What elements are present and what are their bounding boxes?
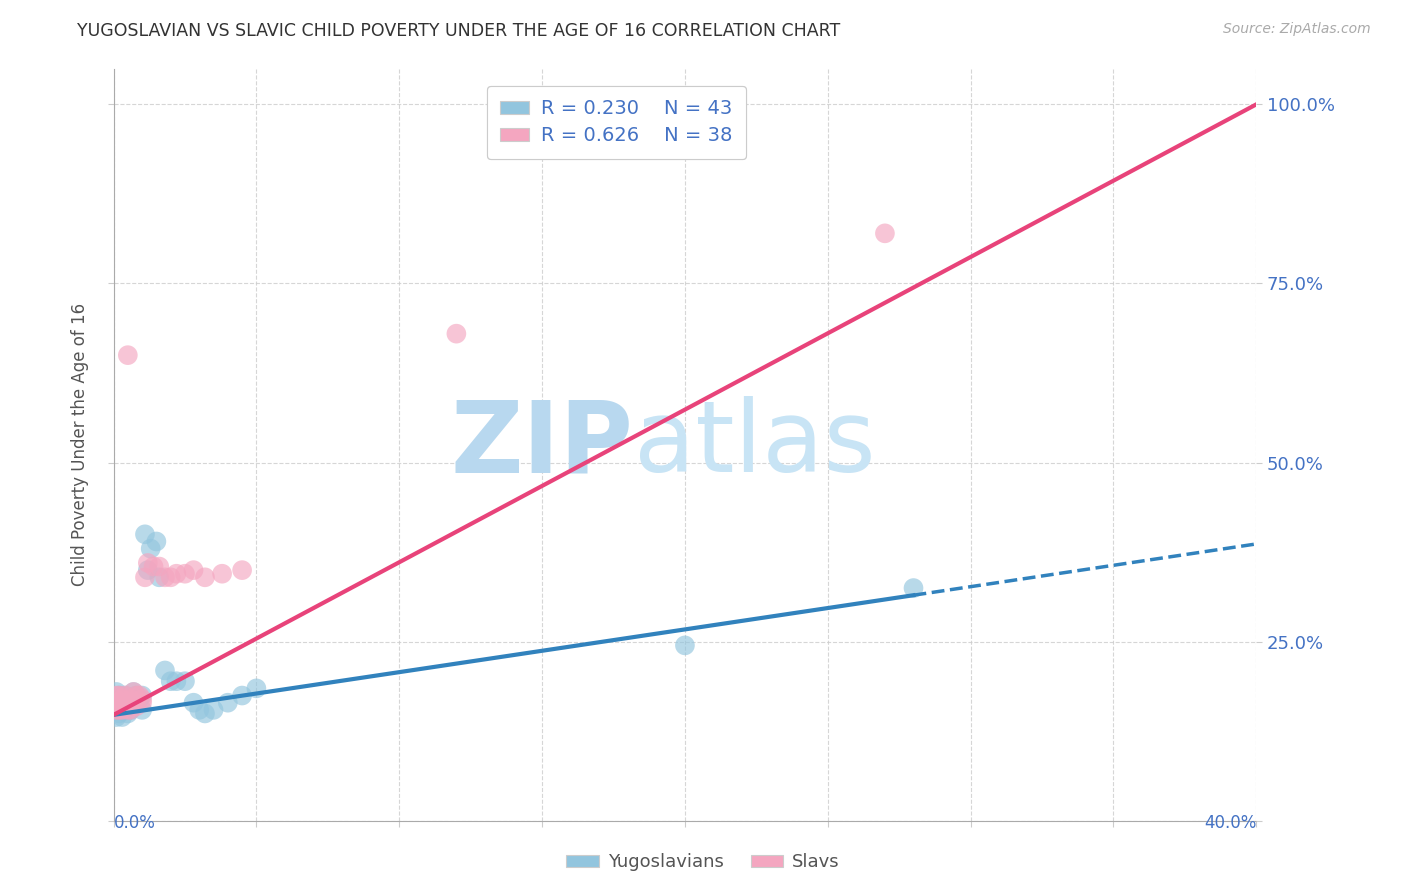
Text: 0.0%: 0.0% [114,814,156,831]
Point [125,689,148,703]
Point [153,664,176,678]
Point [159,570,181,584]
Point [128,692,150,706]
Point [111,710,134,724]
Point [108,696,131,710]
Point [111,692,134,706]
Point [134,527,156,541]
Point [120,703,142,717]
Point [145,534,167,549]
Point [165,674,187,689]
Point [194,570,217,584]
Point [120,703,142,717]
Point [111,699,134,714]
Point [148,570,170,584]
Text: 40.0%: 40.0% [1204,814,1257,831]
Point [245,681,267,696]
Point [136,556,159,570]
Point [120,692,142,706]
Text: Source: ZipAtlas.com: Source: ZipAtlas.com [1223,22,1371,37]
Point [125,689,148,703]
Point [174,566,197,581]
Point [211,566,233,581]
Point [108,703,131,717]
Point [183,563,205,577]
Point [122,696,145,710]
Point [131,696,153,710]
Point [108,699,131,714]
Point [231,563,253,577]
Legend: R = 0.230    N = 43, R = 0.626    N = 38: R = 0.230 N = 43, R = 0.626 N = 38 [486,86,747,159]
Point [202,703,225,717]
Point [105,692,128,706]
Point [114,689,136,703]
Point [108,689,131,703]
Point [131,689,153,703]
Point [105,696,128,710]
Legend: Yugoslavians, Slavs: Yugoslavians, Slavs [560,847,846,879]
Point [117,348,139,362]
Point [142,559,165,574]
Point [114,703,136,717]
Point [117,696,139,710]
Point [131,703,153,717]
Point [105,703,128,717]
Point [136,563,159,577]
Point [105,692,128,706]
Point [174,674,197,689]
Point [159,674,181,689]
Text: atlas: atlas [634,396,875,493]
Point [117,706,139,721]
Point [673,639,696,653]
Y-axis label: Child Poverty Under the Age of 16: Child Poverty Under the Age of 16 [72,303,89,586]
Point [122,685,145,699]
Text: YUGOSLAVIAN VS SLAVIC CHILD POVERTY UNDER THE AGE OF 16 CORRELATION CHART: YUGOSLAVIAN VS SLAVIC CHILD POVERTY UNDE… [77,22,841,40]
Point [122,699,145,714]
Point [117,696,139,710]
Point [125,699,148,714]
Point [111,692,134,706]
Point [194,706,217,721]
Point [105,710,128,724]
Point [128,689,150,703]
Point [903,581,925,595]
Point [231,689,253,703]
Point [153,570,176,584]
Point [165,566,187,581]
Point [105,689,128,703]
Point [108,706,131,721]
Point [111,703,134,717]
Point [114,689,136,703]
Point [122,685,145,699]
Point [105,685,128,699]
Point [134,570,156,584]
Point [114,696,136,710]
Text: ZIP: ZIP [451,396,634,493]
Point [446,326,468,341]
Point [188,703,211,717]
Point [114,699,136,714]
Point [183,696,205,710]
Point [108,696,131,710]
Point [131,692,153,706]
Point [217,696,239,710]
Point [873,227,896,241]
Point [117,703,139,717]
Point [120,692,142,706]
Point [148,559,170,574]
Point [139,541,162,556]
Point [111,703,134,717]
Point [105,703,128,717]
Point [125,696,148,710]
Point [108,689,131,703]
